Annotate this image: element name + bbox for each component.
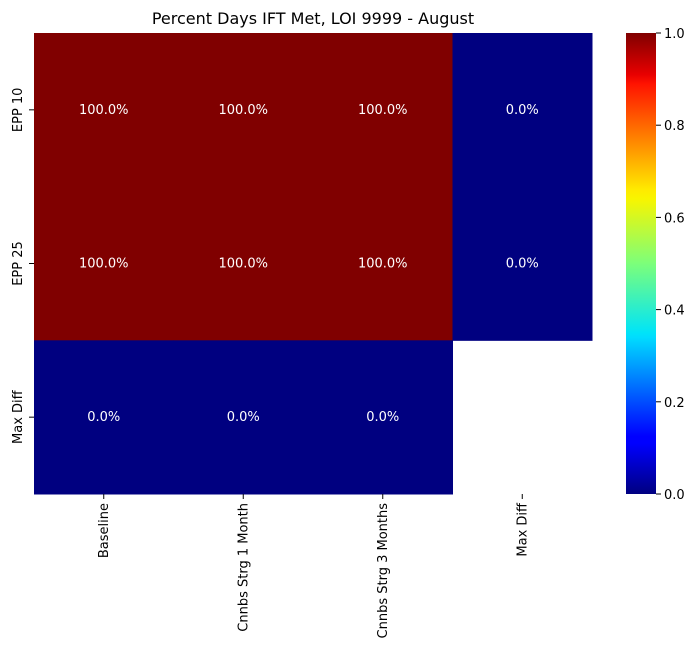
x-axis: Baseline Cnnbs Strg 1 Month Cnnbs Strg 3 M… [97,494,530,639]
cell-label: 0.0% [87,410,120,425]
x-tick-label: Cnnbs Strg 1 Month [236,503,251,632]
y-tick-label: Max Diff [11,389,26,444]
cell-label: 100.0% [358,257,408,272]
x-tick-label: Max Diff [515,502,530,557]
heatmap-cell [452,33,593,188]
cell-label: 100.0% [79,103,129,118]
x-tick-label: Baseline [97,503,112,558]
heatmap-cell [313,33,453,188]
heatmap-cell [34,340,174,495]
heatmap-cell-labels: 100.0% 100.0% 100.0% 0.0% 100.0% 100.0% 100.0%… [79,103,539,425]
heatmap-cell [452,186,593,341]
cell-label: 100.0% [218,257,268,272]
chart-title: Percent Days IFT Met, LOI 9999 - August [152,9,474,28]
colorbar-tick-label: 0.0 [664,488,685,503]
cell-label: 100.0% [218,103,268,118]
heatmap-cell [34,186,174,341]
cell-label: 0.0% [227,410,260,425]
heatmap-cell [313,340,453,495]
cell-label: 100.0% [79,257,129,272]
heatmap-cell [313,186,453,341]
colorbar-tick-label: 0.6 [664,211,685,226]
colorbar-tick-label: 0.2 [664,396,685,411]
heatmap-cell [173,340,314,495]
heatmap-cell [173,186,314,341]
x-tick-label: Cnnbs Strg 3 Months [376,503,391,639]
heatmap-cell [34,33,174,188]
cell-label: 0.0% [366,410,399,425]
cell-label: 0.0% [506,257,539,272]
cell-label: 0.0% [506,103,539,118]
y-axis: EPP 10 EPP 25 Max Diff [11,88,34,444]
heatmap-cell [173,33,314,188]
heatmap-cells [34,33,593,495]
colorbar-tick-label: 0.8 [664,119,685,134]
y-tick-label: EPP 10 [11,88,26,133]
colorbar-tick-label: 0.4 [664,304,685,319]
colorbar-axis: 0.0 0.2 0.4 0.6 0.8 1.0 [656,27,685,503]
colorbar-tick-label: 1.0 [664,27,685,42]
y-tick-label: EPP 25 [11,241,26,286]
colorbar [626,33,656,494]
cell-label: 100.0% [358,103,408,118]
